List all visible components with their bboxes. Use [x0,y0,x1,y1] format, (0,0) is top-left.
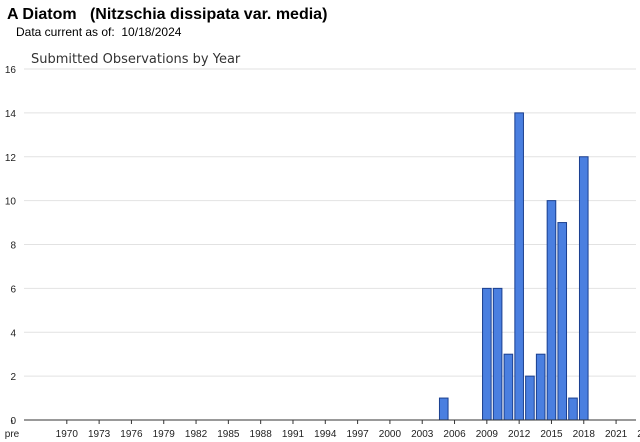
x-tick-label: 2024 [637,429,640,440]
x-tick-label: 1979 [153,429,176,440]
y-tick-label: 12 [5,153,17,164]
bars [438,112,589,421]
y-tick-label: 14 [5,109,17,120]
y-tick-label: 0 [10,416,16,427]
x-tick-label: 1970 [56,429,79,440]
x-tick-label: 2015 [540,429,563,440]
bar-2016 [557,222,568,421]
x-tick-label: 1976 [120,429,143,440]
bar-2018 [578,156,589,421]
x-tick-label: 1991 [282,429,305,440]
y-tick-label: 10 [5,197,17,208]
grid-lines [24,68,636,377]
x-tick-label: 2012 [508,429,531,440]
data-current-date: Data current as of: 10/18/2024 [16,25,182,39]
x-axis-ticks: pre 1970 1973 1976 1979 1982 1985 1988 1991 1994 1… [5,420,640,440]
x-tick-label: pre [5,429,20,440]
x-tick-label: 2009 [476,429,499,440]
bar-2011 [503,353,514,421]
bar-2013 [525,375,535,421]
y-tick-label: 4 [10,328,16,339]
bar-2009 [482,287,492,421]
x-tick-label: 1994 [314,429,337,440]
bar-2015 [546,200,557,421]
y-axis-ticks: 0 2 4 6 8 10 12 14 16 [5,65,17,427]
y-tick-label: 2 [10,372,16,383]
x-tick-label: 2003 [411,429,434,440]
x-tick-label: 1988 [250,429,273,440]
x-tick-label: 1982 [185,429,208,440]
bar-2012 [514,112,524,421]
page-title: A Diatom (Nitzschia dissipata var. media… [7,6,328,23]
bar-2014 [535,353,546,421]
x-tick-label: 1997 [346,429,369,440]
x-tick-label: 2000 [379,429,402,440]
x-tick-label: 1973 [88,429,111,440]
x-tick-label: 2021 [605,429,628,440]
bar-2005 [438,397,449,421]
bar-2017 [568,397,578,421]
y-tick-label: 16 [5,65,17,76]
y-tick-label: 6 [10,284,16,295]
x-tick-label: 2006 [443,429,466,440]
x-tick-label: 1985 [217,429,240,440]
bar-2010 [492,287,503,421]
chart-title: Submitted Observations by Year [31,52,241,67]
x-tick-label: 2018 [573,429,596,440]
y-tick-label: 8 [10,241,16,252]
